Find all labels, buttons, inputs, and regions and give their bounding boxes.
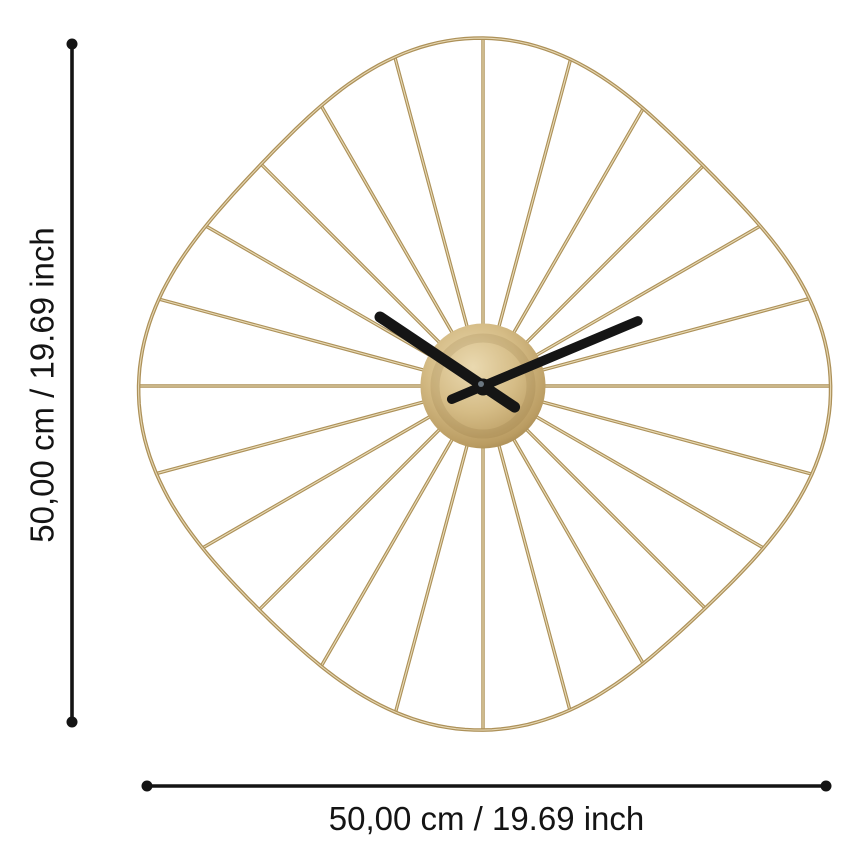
center-hub-highlight [478, 381, 484, 387]
clock-rim-highlight [138, 37, 832, 731]
hour-hand [374, 311, 521, 413]
height-dimension-top-dot [66, 38, 78, 50]
width-dimension-left-dot [141, 780, 153, 792]
height-dimension-bottom-dot [66, 716, 78, 728]
height-dimension-label: 50,00 cm / 19.69 inch [23, 227, 61, 543]
center-hub [474, 378, 492, 396]
height-dimension [66, 38, 78, 728]
width-dimension-right-dot [820, 780, 832, 792]
width-dimension [141, 780, 832, 792]
width-dimension-label: 50,00 cm / 19.69 inch [328, 800, 645, 837]
clock-cap-dome-shading [430, 333, 536, 439]
